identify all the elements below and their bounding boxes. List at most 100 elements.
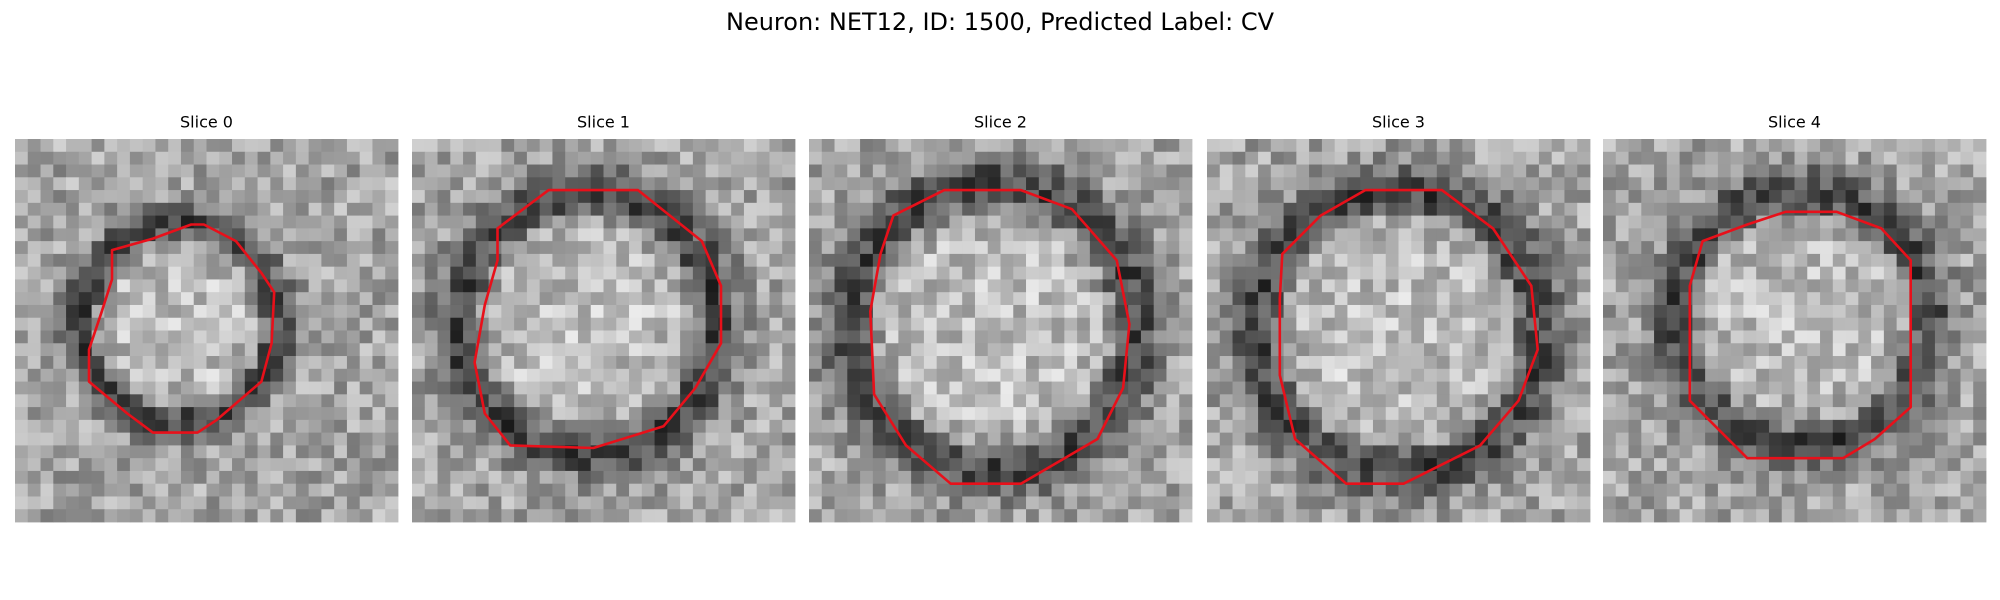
pixel: [1845, 266, 1859, 280]
pixel: [1654, 343, 1668, 357]
pixel: [372, 407, 386, 421]
pixel: [1360, 292, 1374, 306]
pixel: [809, 496, 823, 510]
pixel: [1462, 368, 1476, 382]
pixel: [911, 458, 925, 472]
pixel: [1615, 177, 1629, 191]
pixel: [1475, 266, 1489, 280]
pixel: [1232, 317, 1246, 331]
pixel: [488, 151, 502, 165]
pixel: [743, 445, 758, 459]
pixel: [1717, 496, 1732, 510]
pixel: [78, 407, 92, 421]
pixel: [334, 330, 348, 344]
pixel: [244, 177, 258, 191]
pixel: [1270, 496, 1284, 510]
pixel: [1615, 368, 1629, 382]
pixel: [1166, 483, 1180, 497]
pixel: [860, 356, 874, 370]
pixel: [1309, 304, 1323, 319]
pixel: [1947, 496, 1961, 510]
pixel: [962, 356, 976, 370]
pixel: [1179, 253, 1193, 268]
pixel: [1538, 381, 1553, 395]
pixel: [1603, 483, 1617, 497]
pixel: [1077, 470, 1091, 485]
pixel: [117, 496, 131, 510]
pixel: [949, 253, 963, 268]
pixel: [1398, 407, 1412, 421]
pixel: [53, 266, 67, 280]
pixel: [834, 496, 848, 510]
pixel: [1871, 381, 1885, 395]
pixel: [1717, 330, 1732, 344]
pixel: [295, 151, 310, 165]
pixel: [860, 470, 874, 485]
pixel: [641, 394, 655, 408]
pixel: [923, 292, 938, 306]
pixel: [359, 356, 373, 370]
pixel: [1207, 139, 1221, 153]
pixel: [1577, 266, 1591, 280]
pixel: [552, 151, 566, 165]
pixel: [641, 317, 655, 331]
pixel: [66, 151, 80, 165]
pixel: [1628, 356, 1642, 370]
pixel: [1934, 432, 1949, 446]
pixel: [463, 343, 477, 357]
pixel: [244, 407, 258, 421]
pixel: [949, 356, 963, 370]
pixel: [488, 292, 502, 306]
pixel: [565, 432, 579, 446]
pixel: [334, 190, 348, 204]
pixel: [1347, 202, 1361, 216]
pixel: [641, 266, 655, 280]
pixel: [1794, 381, 1808, 395]
pixel: [1947, 253, 1961, 268]
pixel: [1232, 432, 1246, 446]
pixel: [821, 241, 835, 255]
pixel: [295, 407, 310, 421]
pixel: [1360, 445, 1374, 459]
pixel: [1296, 343, 1310, 357]
pixel: [1909, 432, 1923, 446]
pixel: [91, 445, 105, 459]
pixel: [769, 228, 783, 242]
pixel: [1411, 483, 1425, 497]
pixel: [1896, 432, 1910, 446]
pixel: [962, 164, 976, 178]
pixel: [680, 330, 694, 344]
pixel: [27, 381, 41, 395]
pixel: [1064, 241, 1078, 255]
pixel: [552, 343, 566, 357]
pixel: [1730, 343, 1744, 357]
pixel: [1896, 419, 1910, 434]
pixel: [1564, 215, 1578, 229]
pixel: [372, 241, 386, 255]
pixel: [1666, 330, 1680, 344]
pixel: [206, 266, 220, 280]
pixel: [308, 394, 322, 408]
pixel: [1513, 356, 1527, 370]
pixel: [1654, 241, 1668, 255]
pixel: [1781, 483, 1795, 497]
pixel: [1064, 164, 1078, 178]
pixel: [1424, 509, 1438, 523]
pixel: [1128, 368, 1142, 382]
pixel: [539, 407, 553, 421]
pixel: [1385, 394, 1399, 408]
pixel: [168, 496, 182, 510]
pixel: [155, 202, 169, 216]
pixel: [705, 215, 719, 229]
pixel: [193, 164, 207, 178]
pixel: [692, 177, 707, 191]
pixel: [847, 241, 861, 255]
pixel: [283, 215, 297, 229]
pixel: [1411, 356, 1425, 370]
pixel: [1909, 368, 1923, 382]
pixel: [244, 445, 258, 459]
pixel: [359, 496, 373, 510]
pixel: [1666, 368, 1680, 382]
pixel: [437, 445, 451, 459]
pixel: [412, 177, 426, 191]
